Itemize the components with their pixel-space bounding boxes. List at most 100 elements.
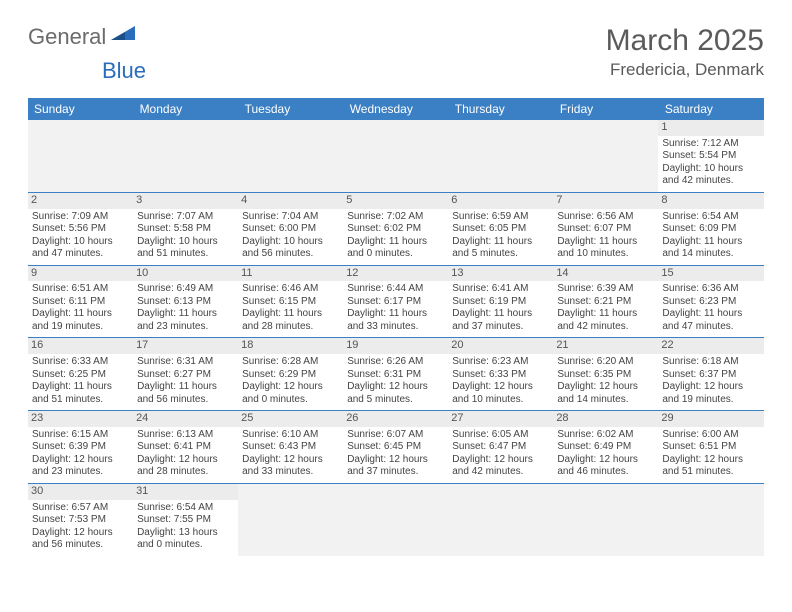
- calendar-cell: 27Sunrise: 6:05 AMSunset: 6:47 PMDayligh…: [448, 411, 553, 484]
- sunrise-line: Sunrise: 6:20 AM: [557, 356, 654, 369]
- calendar-cell: [448, 483, 553, 555]
- day-number: 28: [553, 411, 658, 427]
- calendar-cell: 7Sunrise: 6:56 AMSunset: 6:07 PMDaylight…: [553, 192, 658, 265]
- sunrise-line: Sunrise: 6:31 AM: [137, 356, 234, 369]
- sunrise-line: Sunrise: 6:46 AM: [242, 283, 339, 296]
- daylight-line: Daylight: 11 hours and 51 minutes.: [32, 381, 129, 406]
- calendar-cell: 9Sunrise: 6:51 AMSunset: 6:11 PMDaylight…: [28, 265, 133, 338]
- sunrise-line: Sunrise: 6:44 AM: [347, 283, 444, 296]
- day-number: 9: [28, 266, 133, 282]
- daylight-line: Daylight: 11 hours and 28 minutes.: [242, 308, 339, 333]
- day-number: 17: [133, 338, 238, 354]
- daylight-line: Daylight: 12 hours and 14 minutes.: [557, 381, 654, 406]
- sunset-line: Sunset: 6:00 PM: [242, 223, 339, 236]
- day-number: 31: [133, 484, 238, 500]
- day-number: 10: [133, 266, 238, 282]
- sunrise-line: Sunrise: 6:54 AM: [137, 502, 234, 515]
- sunset-line: Sunset: 6:19 PM: [452, 296, 549, 309]
- logo: General: [28, 24, 139, 50]
- calendar-cell: 31Sunrise: 6:54 AMSunset: 7:55 PMDayligh…: [133, 483, 238, 555]
- calendar-cell: 3Sunrise: 7:07 AMSunset: 5:58 PMDaylight…: [133, 192, 238, 265]
- calendar-cell: 30Sunrise: 6:57 AMSunset: 7:53 PMDayligh…: [28, 483, 133, 555]
- daylight-line: Daylight: 10 hours and 51 minutes.: [137, 236, 234, 261]
- daylight-line: Daylight: 11 hours and 0 minutes.: [347, 236, 444, 261]
- calendar-cell: 1Sunrise: 7:12 AMSunset: 5:54 PMDaylight…: [658, 120, 763, 192]
- sunset-line: Sunset: 6:25 PM: [32, 369, 129, 382]
- daylight-line: Daylight: 12 hours and 28 minutes.: [137, 454, 234, 479]
- sunset-line: Sunset: 6:45 PM: [347, 441, 444, 454]
- sunrise-line: Sunrise: 7:04 AM: [242, 211, 339, 224]
- day-number: 22: [658, 338, 763, 354]
- day-number: 2: [28, 193, 133, 209]
- calendar-cell: 15Sunrise: 6:36 AMSunset: 6:23 PMDayligh…: [658, 265, 763, 338]
- calendar-week: 16Sunrise: 6:33 AMSunset: 6:25 PMDayligh…: [28, 338, 764, 411]
- daylight-line: Daylight: 11 hours and 33 minutes.: [347, 308, 444, 333]
- daylight-line: Daylight: 10 hours and 42 minutes.: [662, 163, 759, 188]
- sunrise-line: Sunrise: 6:54 AM: [662, 211, 759, 224]
- sunrise-line: Sunrise: 6:36 AM: [662, 283, 759, 296]
- day-number: 23: [28, 411, 133, 427]
- sunrise-line: Sunrise: 6:33 AM: [32, 356, 129, 369]
- sunrise-line: Sunrise: 7:02 AM: [347, 211, 444, 224]
- daylight-line: Daylight: 12 hours and 33 minutes.: [242, 454, 339, 479]
- calendar-cell: [28, 120, 133, 192]
- sunset-line: Sunset: 6:39 PM: [32, 441, 129, 454]
- sunset-line: Sunset: 6:23 PM: [662, 296, 759, 309]
- calendar-cell: 25Sunrise: 6:10 AMSunset: 6:43 PMDayligh…: [238, 411, 343, 484]
- sunrise-line: Sunrise: 6:51 AM: [32, 283, 129, 296]
- sunrise-line: Sunrise: 7:12 AM: [662, 138, 759, 151]
- calendar-week: 2Sunrise: 7:09 AMSunset: 5:56 PMDaylight…: [28, 192, 764, 265]
- calendar-cell: [448, 120, 553, 192]
- daylight-line: Daylight: 12 hours and 19 minutes.: [662, 381, 759, 406]
- weekday-friday: Friday: [553, 98, 658, 120]
- weekday-sunday: Sunday: [28, 98, 133, 120]
- day-number: 11: [238, 266, 343, 282]
- calendar-cell: 16 Sunrise: 6:33 AMSunset: 6:25 PMDayligh…: [28, 338, 133, 411]
- calendar-cell: [553, 120, 658, 192]
- weekday-thursday: Thursday: [448, 98, 553, 120]
- calendar-cell: [343, 120, 448, 192]
- sunset-line: Sunset: 6:31 PM: [347, 369, 444, 382]
- sunset-line: Sunset: 6:33 PM: [452, 369, 549, 382]
- sunrise-line: Sunrise: 6:23 AM: [452, 356, 549, 369]
- calendar-cell: 6Sunrise: 6:59 AMSunset: 6:05 PMDaylight…: [448, 192, 553, 265]
- calendar-table: Sunday Monday Tuesday Wednesday Thursday…: [28, 98, 764, 556]
- day-number: 27: [448, 411, 553, 427]
- day-number: 25: [238, 411, 343, 427]
- sunset-line: Sunset: 6:07 PM: [557, 223, 654, 236]
- sunset-line: Sunset: 6:27 PM: [137, 369, 234, 382]
- daylight-line: Daylight: 12 hours and 0 minutes.: [242, 381, 339, 406]
- calendar-cell: [553, 483, 658, 555]
- sunset-line: Sunset: 5:58 PM: [137, 223, 234, 236]
- calendar-cell: 29Sunrise: 6:00 AMSunset: 6:51 PMDayligh…: [658, 411, 763, 484]
- weekday-tuesday: Tuesday: [238, 98, 343, 120]
- sunrise-line: Sunrise: 6:41 AM: [452, 283, 549, 296]
- day-number: 16: [28, 338, 133, 354]
- calendar-cell: 17Sunrise: 6:31 AMSunset: 6:27 PMDayligh…: [133, 338, 238, 411]
- calendar-cell: 10Sunrise: 6:49 AMSunset: 6:13 PMDayligh…: [133, 265, 238, 338]
- day-number: 4: [238, 193, 343, 209]
- day-number: 6: [448, 193, 553, 209]
- sunset-line: Sunset: 7:53 PM: [32, 514, 129, 527]
- daylight-line: Daylight: 13 hours and 0 minutes.: [137, 527, 234, 552]
- sunset-line: Sunset: 6:43 PM: [242, 441, 339, 454]
- sunrise-line: Sunrise: 6:56 AM: [557, 211, 654, 224]
- day-number: 14: [553, 266, 658, 282]
- sunset-line: Sunset: 6:17 PM: [347, 296, 444, 309]
- sunrise-line: Sunrise: 6:59 AM: [452, 211, 549, 224]
- day-number: 21: [553, 338, 658, 354]
- daylight-line: Daylight: 10 hours and 47 minutes.: [32, 236, 129, 261]
- sunrise-line: Sunrise: 6:13 AM: [137, 429, 234, 442]
- daylight-line: Daylight: 11 hours and 10 minutes.: [557, 236, 654, 261]
- sunset-line: Sunset: 6:51 PM: [662, 441, 759, 454]
- day-number: 5: [343, 193, 448, 209]
- calendar-cell: 24Sunrise: 6:13 AMSunset: 6:41 PMDayligh…: [133, 411, 238, 484]
- day-number: 3: [133, 193, 238, 209]
- calendar-week: 9Sunrise: 6:51 AMSunset: 6:11 PMDaylight…: [28, 265, 764, 338]
- day-number: 26: [343, 411, 448, 427]
- calendar-week: 23Sunrise: 6:15 AMSunset: 6:39 PMDayligh…: [28, 411, 764, 484]
- day-number: 20: [448, 338, 553, 354]
- sunset-line: Sunset: 6:13 PM: [137, 296, 234, 309]
- day-number: 29: [658, 411, 763, 427]
- month-title: March 2025: [606, 24, 764, 58]
